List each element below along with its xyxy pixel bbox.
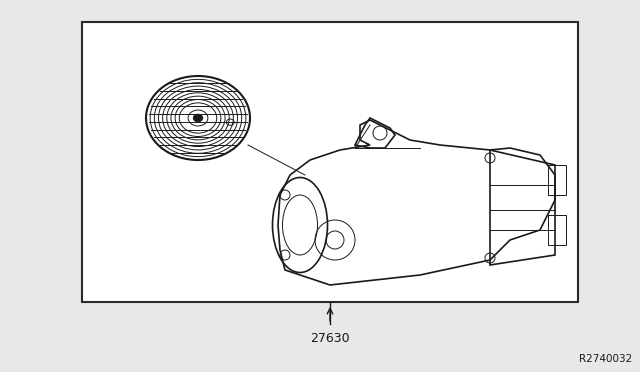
Bar: [548, 215, 566, 245]
Text: 27630: 27630: [310, 332, 350, 345]
Bar: [82, 22, 578, 302]
Text: R2740032: R2740032: [579, 354, 632, 364]
Bar: [548, 165, 566, 195]
Ellipse shape: [193, 114, 203, 122]
